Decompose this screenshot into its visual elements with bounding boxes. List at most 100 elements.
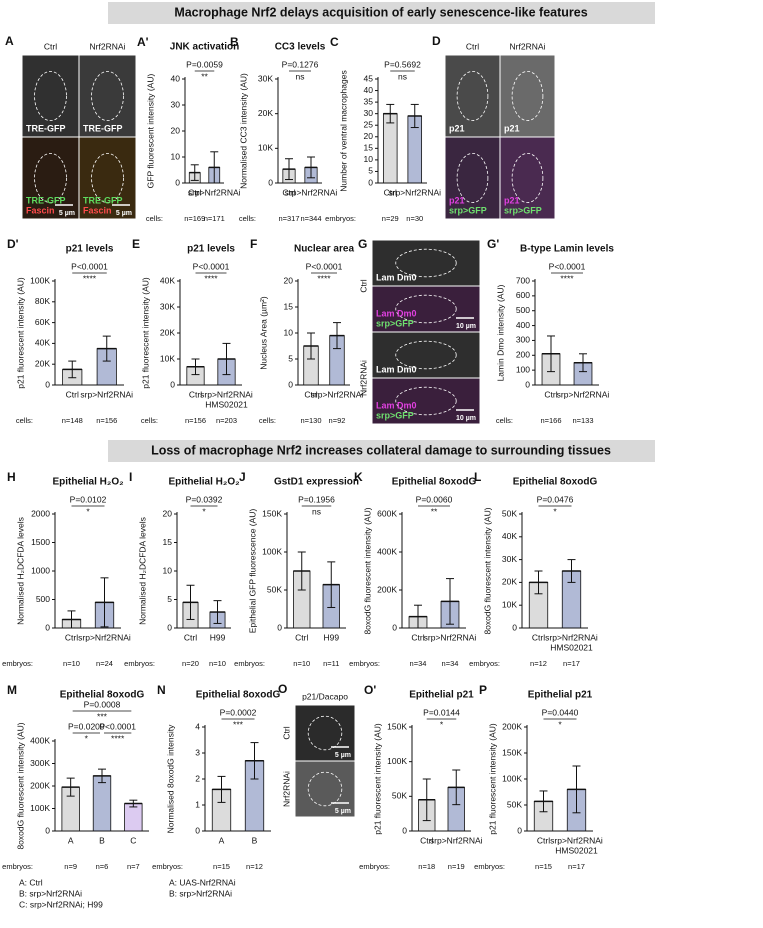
- cell-outline: [395, 386, 457, 416]
- y-tick-label: 40: [171, 73, 181, 83]
- channel-label: p21: [504, 195, 520, 205]
- panel-letter: G': [487, 237, 499, 251]
- image-title: p21/Dacapo: [302, 691, 348, 701]
- y-tick-label: 2: [195, 773, 200, 783]
- micrograph: [295, 705, 355, 761]
- y-tick-label: 1500: [31, 537, 50, 547]
- x-tick-label: H99: [323, 632, 339, 642]
- x-tick-label: B: [99, 835, 105, 845]
- y-tick-label: 100K: [30, 275, 50, 285]
- cell-outline: [34, 71, 67, 122]
- x-tick-label: srp>Nrf2RNAi: [557, 389, 610, 399]
- y-tick-label: 400K: [30, 735, 50, 745]
- y-tick-label: 0: [288, 379, 293, 389]
- channel-label: p21: [449, 123, 465, 133]
- p-value: P=0.1276: [282, 59, 319, 69]
- n-prefix: cells:: [239, 214, 256, 223]
- cell-outline: [456, 71, 489, 122]
- x-tick-label: Ctrl: [65, 632, 78, 642]
- y-tick-label: 150K: [502, 747, 522, 757]
- y-tick-label: 0: [517, 825, 522, 835]
- y-tick-label: 700: [516, 275, 530, 285]
- y-tick-label: 100K: [387, 756, 407, 766]
- channel-label: TRE-GFP: [83, 195, 123, 205]
- p-value: P=0.0002: [220, 707, 257, 717]
- n-label: n=11: [323, 659, 339, 668]
- p-value: P<0.0001: [549, 261, 586, 271]
- y-tick-label: 100K: [502, 773, 522, 783]
- panel-letter: O: [278, 682, 287, 696]
- y-axis-label: 8oxodG fluorescent intensity (AU): [362, 507, 372, 634]
- y-tick-label: 10K: [502, 599, 517, 609]
- y-tick-label: 0: [45, 379, 50, 389]
- y-tick-label: 80K: [35, 296, 50, 306]
- n-prefix: cells:: [259, 416, 276, 425]
- y-tick-label: 4: [195, 721, 200, 731]
- x-tick-label: HMS02021: [555, 845, 598, 855]
- y-tick-label: 300: [516, 335, 530, 345]
- n-prefix: embryos:: [2, 862, 33, 871]
- significance: *: [553, 506, 557, 516]
- micrograph: [79, 55, 136, 137]
- channel-label: p21: [504, 123, 520, 133]
- y-tick-label: 20K: [258, 108, 273, 118]
- x-tick-label: Ctrl: [295, 632, 308, 642]
- y-tick-label: 5: [167, 594, 172, 604]
- legend-entry: A: UAS-Nrf2RNAi: [169, 877, 236, 887]
- y-tick-label: 200K: [30, 780, 50, 790]
- n-label: n=156: [185, 416, 206, 425]
- x-tick-label: srp>Nrf2RNAi: [80, 389, 133, 399]
- x-tick-label: srp>Nrf2RNAi: [545, 632, 598, 642]
- legend-entry: B: srp>Nrf2RNAi: [169, 888, 232, 898]
- x-tick-label: A: [68, 835, 74, 845]
- x-tick-label: Ctrl: [544, 389, 557, 399]
- n-label: n=24: [96, 659, 113, 668]
- y-tick-label: 50K: [502, 508, 517, 518]
- column-header: Nrf2RNAi: [510, 41, 546, 51]
- channel-label: Lam Dm0: [376, 272, 417, 282]
- y-axis-label: Normalised CC3 intensity (AU): [238, 73, 248, 189]
- y-tick-label: 20: [171, 125, 181, 135]
- panel-letter: A': [137, 35, 149, 49]
- n-prefix: cells:: [496, 416, 513, 425]
- cell-outline: [511, 152, 544, 203]
- x-tick-label: Ctrl: [188, 187, 201, 197]
- y-tick-label: 100K: [30, 803, 50, 813]
- x-tick-label: srp>Nrf2RNAi: [424, 632, 477, 642]
- x-tick-label: Ctrl: [532, 632, 545, 642]
- x-tick-label: Ctrl: [537, 835, 550, 845]
- p-value: P=0.1956: [298, 494, 335, 504]
- x-tick-label: Ctrl: [189, 389, 202, 399]
- x-tick-label: Ctrl: [384, 187, 397, 197]
- n-label: n=10: [293, 659, 310, 668]
- y-axis-label: Normalised H₂DCFDA levels: [15, 517, 25, 625]
- y-tick-label: 600K: [377, 508, 397, 518]
- chart-title: Epithelial H₂O₂: [168, 477, 239, 488]
- n-label: n=7: [127, 862, 140, 871]
- y-tick-label: 0: [512, 622, 517, 632]
- y-tick-label: 15: [364, 143, 374, 153]
- y-tick-label: 20: [284, 275, 294, 285]
- micrograph: [445, 55, 500, 137]
- y-tick-label: 3: [195, 747, 200, 757]
- y-tick-label: 20K: [502, 577, 517, 587]
- y-tick-label: 15: [284, 301, 294, 311]
- x-tick-label: Ctrl: [66, 389, 79, 399]
- significance: ns: [398, 71, 407, 81]
- y-tick-label: 15: [163, 537, 173, 547]
- chart-title: p21 levels: [66, 244, 114, 255]
- y-tick-label: 10K: [160, 353, 175, 363]
- n-label: n=156: [96, 416, 117, 425]
- n-label: n=15: [535, 862, 552, 871]
- x-tick-label: srp>Nrf2RNAi: [311, 389, 364, 399]
- y-tick-label: 20K: [160, 327, 175, 337]
- p-value: P=0.0392: [186, 494, 223, 504]
- micrograph: [372, 240, 480, 286]
- x-tick-label: Ctrl: [411, 632, 424, 642]
- significance: **: [201, 71, 208, 81]
- y-tick-label: 30: [171, 99, 181, 109]
- x-tick-label: srp>Nrf2RNAi: [550, 835, 603, 845]
- y-tick-label: 30: [364, 108, 374, 118]
- y-tick-label: 30K: [258, 73, 273, 83]
- chart-title: Epithelial H₂O₂: [52, 477, 123, 488]
